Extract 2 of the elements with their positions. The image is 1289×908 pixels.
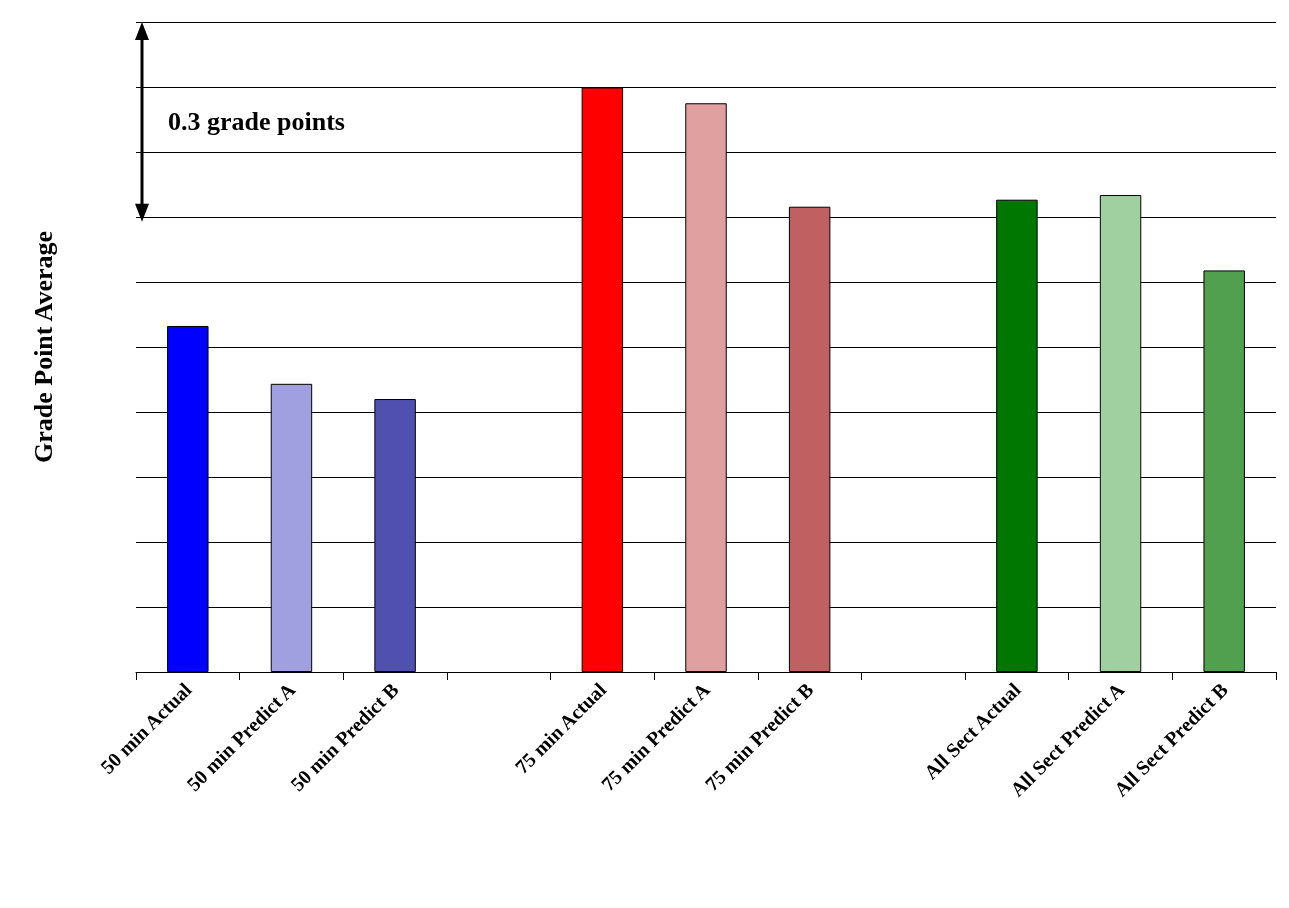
y-axis-title: Grade Point Average xyxy=(28,230,58,464)
annotation: 0.3 grade points xyxy=(168,106,345,136)
